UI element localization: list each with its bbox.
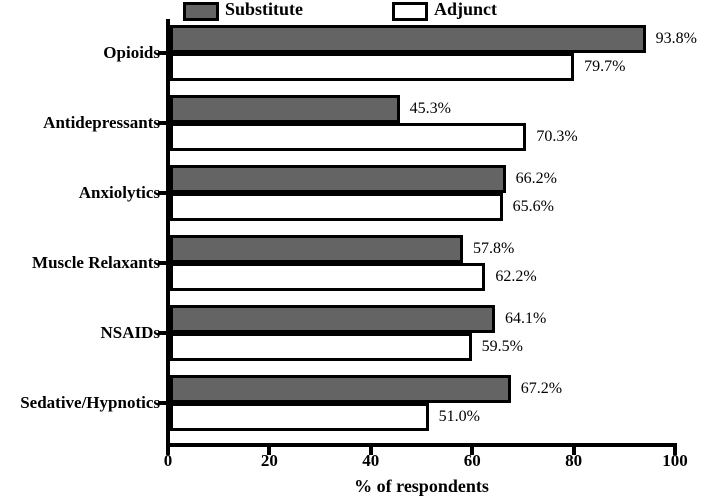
y-axis-tick: [158, 51, 166, 55]
bar-substitute: [170, 165, 506, 193]
category-label: Sedative/Hypnotics: [20, 393, 160, 412]
x-tick-label: 40: [362, 451, 380, 470]
category-axis: Opioids Antidepressants Anxiolytics Muscle …: [0, 19, 166, 447]
bar-substitute: [170, 95, 400, 123]
bar-substitute: [170, 25, 646, 53]
legend-label-adjunct: Adjunct: [434, 0, 498, 19]
bar-substitute: [170, 235, 464, 263]
value-label: 51.0%: [438, 408, 480, 425]
legend-swatch-adjunct-icon: [392, 2, 428, 21]
bar-adjunct: [170, 53, 575, 81]
x-axis-tick: [267, 443, 272, 455]
y-axis-tick: [158, 261, 166, 265]
x-axis-label: % of respondents: [354, 476, 489, 496]
value-label: 45.3%: [409, 100, 451, 117]
x-tick-label: 20: [260, 451, 278, 470]
x-tick-label: 100: [662, 451, 688, 470]
category-label: Antidepressants: [43, 113, 160, 132]
value-label: 66.2%: [515, 170, 557, 187]
value-label: 65.6%: [512, 198, 554, 215]
value-label: 70.3%: [536, 128, 578, 145]
bar-substitute: [170, 305, 495, 333]
y-axis-tick: [158, 331, 166, 335]
value-label: 62.2%: [495, 268, 537, 285]
bar-adjunct: [170, 403, 429, 431]
value-label: 93.8%: [655, 30, 697, 47]
category-label: Muscle Relaxants: [32, 253, 160, 272]
x-tick-label: 60: [463, 451, 481, 470]
bar-adjunct: [170, 123, 527, 151]
value-label: 79.7%: [584, 58, 626, 75]
x-axis-tick: [571, 443, 576, 455]
x-axis-tick: [470, 443, 475, 455]
legend: Substitute Adjunct: [0, 0, 709, 21]
y-axis-tick: [158, 121, 166, 125]
value-label: 59.5%: [481, 338, 523, 355]
category-label: Opioids: [103, 43, 160, 62]
y-axis-tick: [158, 401, 166, 405]
x-axis-tick: [166, 443, 170, 455]
x-tick-label: 0: [163, 451, 173, 470]
bar-adjunct: [170, 193, 503, 221]
category-label: Anxiolytics: [78, 183, 160, 202]
x-axis-tick: [368, 443, 373, 455]
legend-label-substitute: Substitute: [225, 0, 304, 19]
y-axis-tick: [158, 191, 166, 195]
x-axis-tick: [673, 443, 677, 455]
x-tick-label: 80: [565, 451, 583, 470]
category-label: NSAIDs: [100, 323, 160, 342]
value-label: 57.8%: [473, 240, 515, 257]
value-label: 67.2%: [520, 380, 563, 397]
legend-swatch-substitute-icon: [183, 2, 219, 21]
bar-adjunct: [170, 333, 472, 361]
bar-adjunct: [170, 263, 486, 291]
bar-substitute: [170, 375, 511, 403]
plot-area: 93.8% 79.7% 45.3% 70.3% 66.2% 65.6% 57.8% 62.2%…: [164, 19, 697, 470]
value-label: 64.1%: [504, 310, 547, 327]
